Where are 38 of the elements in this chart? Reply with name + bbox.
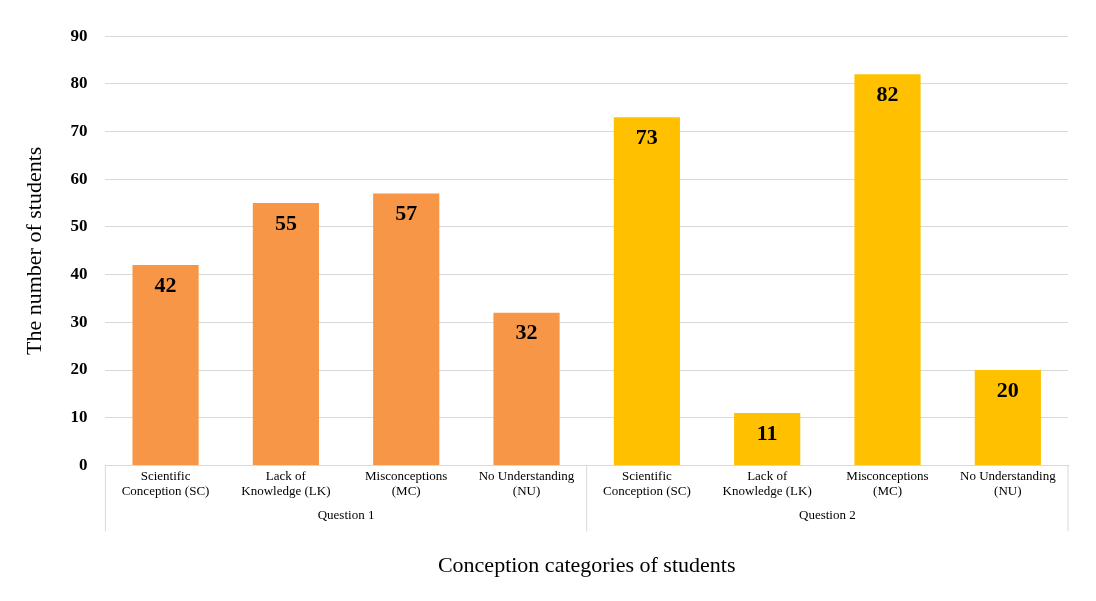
x-tick-label: Misconceptions (MC) bbox=[846, 467, 929, 499]
y-tick-label: 60 bbox=[70, 168, 88, 188]
x-axis-title: Conception categories of students bbox=[437, 551, 736, 577]
bar bbox=[613, 117, 680, 465]
y-tick-label: 90 bbox=[70, 25, 88, 45]
y-axis-title: The number of students bbox=[20, 146, 46, 355]
y-tick-label: 30 bbox=[70, 311, 88, 331]
data-label: 20 bbox=[996, 376, 1019, 402]
data-label: 82 bbox=[876, 81, 899, 107]
y-tick-label: 70 bbox=[70, 120, 88, 140]
data-label: 11 bbox=[756, 419, 778, 445]
y-tick-label: 0 bbox=[78, 454, 88, 474]
x-tick-label: Lack of Knowledge (LK) bbox=[722, 467, 812, 499]
bar bbox=[854, 74, 921, 465]
data-label: 55 bbox=[274, 209, 297, 235]
y-tick-label: 80 bbox=[70, 73, 88, 93]
y-tick-label: 20 bbox=[70, 359, 88, 379]
data-label: 42 bbox=[154, 271, 177, 297]
bar bbox=[974, 370, 1041, 465]
data-label: 73 bbox=[635, 123, 658, 149]
bar bbox=[373, 193, 440, 465]
y-tick-label: 10 bbox=[70, 407, 88, 427]
y-tick-label: 50 bbox=[70, 216, 88, 236]
data-label: 57 bbox=[395, 200, 418, 226]
x-tick-label: No Understanding (NU) bbox=[959, 467, 1057, 499]
x-tick-label: No Understanding (NU) bbox=[478, 467, 575, 499]
y-tick-label: 40 bbox=[70, 264, 88, 284]
text: Question 1 bbox=[317, 506, 375, 522]
x-tick-label: Misconceptions (MC) bbox=[365, 467, 448, 499]
x-tick-label: Scientific Conception (SC) bbox=[602, 467, 691, 499]
bar bbox=[493, 312, 560, 465]
x-tick-label: Lack of Knowledge (LK) bbox=[241, 467, 331, 499]
bar bbox=[734, 412, 801, 465]
text: Question 2 bbox=[799, 506, 856, 522]
x-tick-label: Scientific Conception (SC) bbox=[121, 467, 210, 499]
bar bbox=[252, 203, 319, 465]
bar bbox=[132, 265, 199, 465]
data-label: 32 bbox=[515, 319, 538, 345]
